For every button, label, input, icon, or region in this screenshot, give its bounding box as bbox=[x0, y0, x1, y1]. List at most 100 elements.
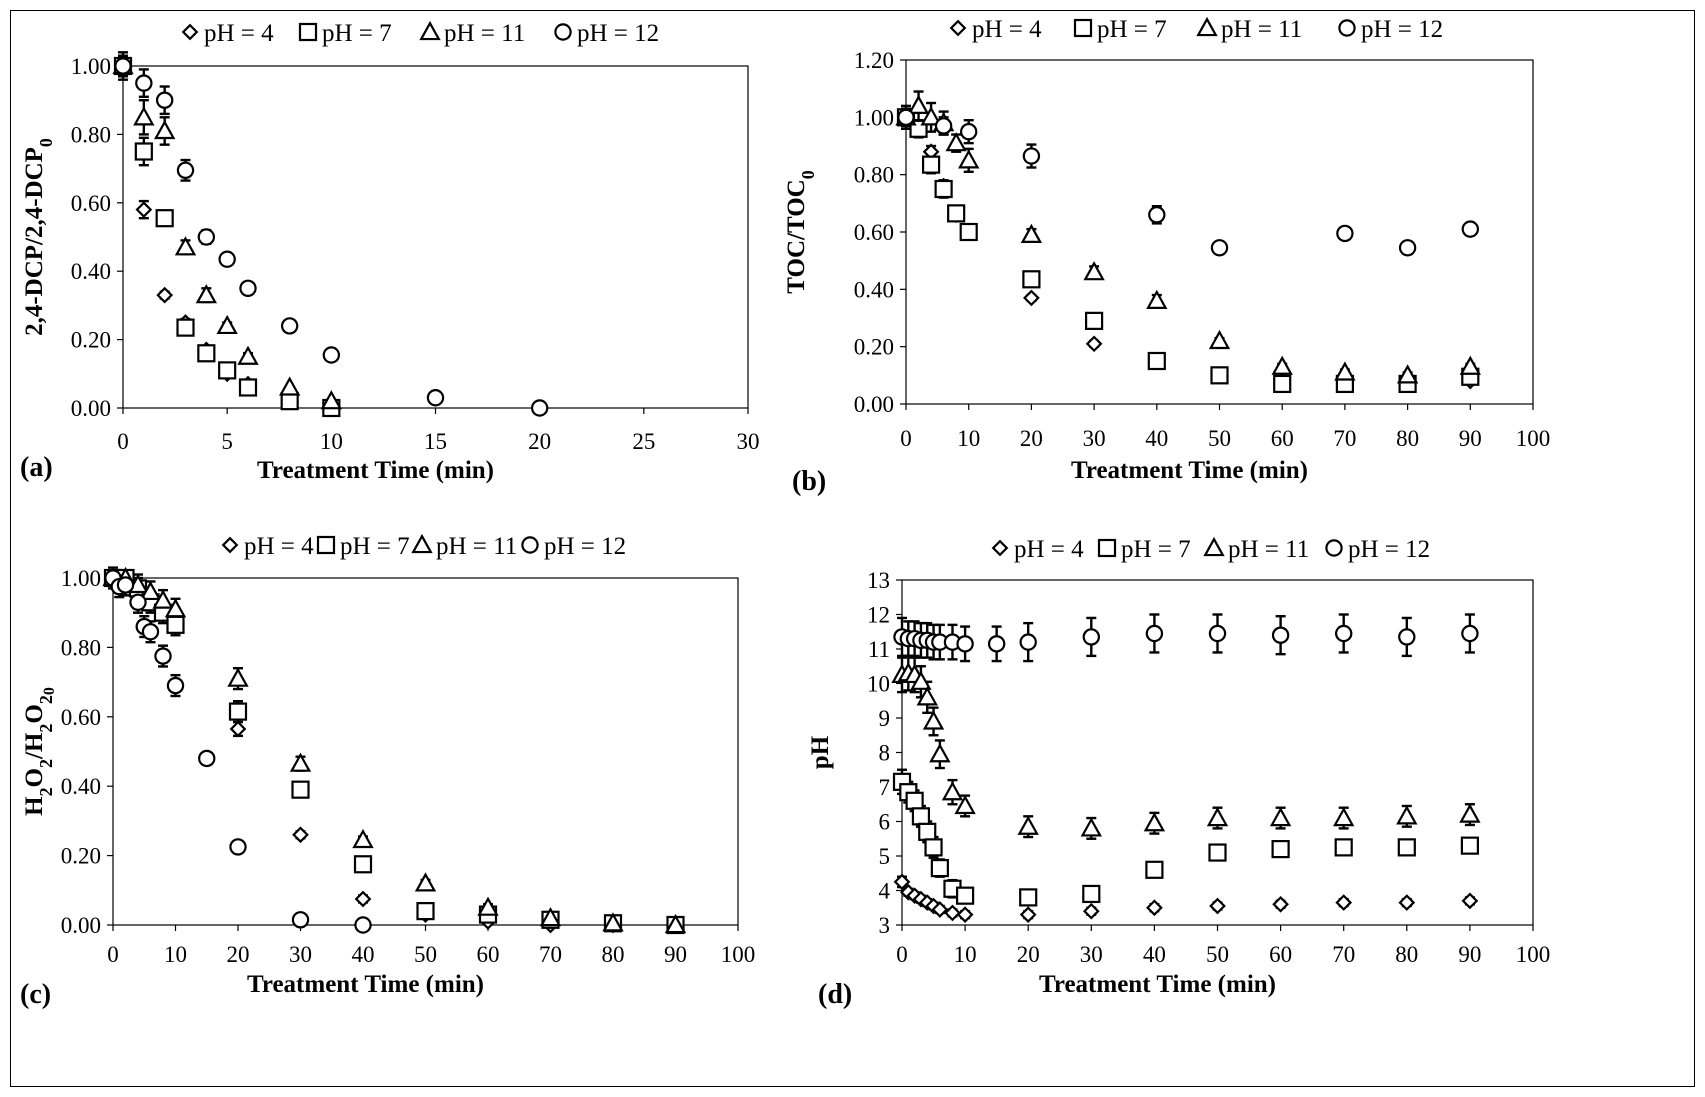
x-tick-label: 0 bbox=[107, 942, 119, 967]
plot-area bbox=[122, 65, 749, 409]
data-point-square bbox=[1334, 838, 1353, 857]
data-point-triangle bbox=[352, 828, 374, 849]
data-point-triangle bbox=[1146, 289, 1168, 309]
x-tick-label: 70 bbox=[539, 942, 562, 967]
data-point-circle bbox=[198, 749, 216, 768]
data-point-circle bbox=[129, 593, 147, 611]
data-point-circle bbox=[354, 916, 372, 934]
data-point-circle bbox=[1271, 626, 1290, 644]
legend-label: pH = 7 bbox=[1121, 536, 1191, 563]
data-point-square bbox=[1210, 366, 1229, 385]
data-point-circle bbox=[291, 911, 310, 929]
x-tick-label: 30 bbox=[1080, 942, 1103, 967]
legend-marker-square bbox=[1073, 18, 1093, 38]
data-point-circle bbox=[280, 317, 299, 335]
legend-marker-triangle bbox=[419, 20, 441, 41]
x-tick-label: 20 bbox=[227, 942, 250, 967]
figure-frame bbox=[10, 10, 1695, 1087]
data-point-circle bbox=[897, 108, 915, 127]
data-point-triangle bbox=[664, 913, 687, 934]
data-point-square bbox=[197, 344, 216, 363]
data-point-square bbox=[921, 155, 941, 174]
data-point-triangle bbox=[133, 106, 155, 126]
data-point-square bbox=[155, 209, 174, 228]
x-tick-label: 20 bbox=[1020, 426, 1043, 451]
data-point-circle bbox=[1208, 624, 1227, 643]
data-point-triangle bbox=[1334, 361, 1356, 381]
data-point-triangle bbox=[1020, 223, 1043, 244]
data-point-diamond bbox=[1461, 892, 1479, 910]
x-tick-label: 30 bbox=[289, 942, 312, 967]
legend-marker-circle bbox=[1338, 19, 1356, 37]
y-tick-label: 3 bbox=[879, 913, 891, 938]
data-point-circle bbox=[154, 647, 172, 665]
data-point-circle bbox=[1461, 220, 1480, 238]
data-point-circle bbox=[322, 346, 341, 364]
data-point-square bbox=[1082, 884, 1101, 904]
data-point-square bbox=[930, 858, 949, 878]
data-point-triangle bbox=[195, 284, 218, 304]
data-point-triangle bbox=[174, 236, 197, 256]
data-point-triangle bbox=[945, 132, 967, 152]
y-tick-label: 0.60 bbox=[854, 220, 894, 245]
legend-label: pH = 12 bbox=[1361, 16, 1443, 43]
x-tick-label: 30 bbox=[737, 429, 760, 454]
data-point-circle bbox=[1145, 624, 1164, 643]
data-point-triangle bbox=[320, 390, 343, 410]
x-tick-label: 70 bbox=[1332, 942, 1355, 967]
y-tick-label: 0.80 bbox=[61, 635, 101, 660]
data-point-circle bbox=[155, 91, 174, 109]
data-point-triangle bbox=[1208, 329, 1231, 350]
y-tick-label: 1.20 bbox=[854, 48, 894, 73]
legend-label: pH = 4 bbox=[1014, 536, 1084, 563]
data-point-diamond bbox=[1019, 906, 1037, 924]
y-tick-label: 8 bbox=[879, 741, 891, 766]
y-tick-label: 0.20 bbox=[71, 328, 111, 353]
y-tick-label: 0.80 bbox=[71, 122, 111, 147]
y-tick-label: 0.20 bbox=[61, 844, 101, 869]
y-tick-label: 0.00 bbox=[854, 392, 894, 417]
y-tick-label: 1.00 bbox=[71, 54, 111, 79]
y-tick-label: 0.20 bbox=[854, 335, 894, 360]
data-point-triangle bbox=[164, 598, 187, 618]
data-point-circle bbox=[176, 161, 195, 180]
x-tick-label: 50 bbox=[1206, 942, 1229, 967]
data-point-circle bbox=[166, 676, 185, 695]
data-point-square bbox=[918, 822, 937, 841]
x-tick-label: 70 bbox=[1333, 426, 1356, 451]
y-tick-label: 12 bbox=[867, 603, 890, 628]
data-point-triangle bbox=[1143, 812, 1166, 832]
data-point-square bbox=[1273, 374, 1292, 394]
x-tick-label: 0 bbox=[900, 426, 912, 451]
data-point-square bbox=[955, 886, 975, 905]
x-tick-label: 0 bbox=[117, 429, 129, 454]
data-point-square bbox=[134, 142, 153, 161]
data-point-square bbox=[1022, 270, 1041, 289]
legend-marker-diamond bbox=[181, 23, 199, 41]
data-point-circle bbox=[987, 635, 1006, 653]
data-point-square bbox=[947, 204, 966, 223]
data-point-diamond bbox=[893, 873, 911, 891]
x-tick-label: 10 bbox=[957, 426, 980, 451]
x-tick-label: 10 bbox=[320, 429, 343, 454]
legend-marker-circle bbox=[521, 536, 539, 554]
y-tick-label: 0.80 bbox=[854, 163, 894, 188]
data-point-triangle bbox=[1083, 261, 1105, 281]
data-point-circle bbox=[960, 122, 978, 141]
data-point-square bbox=[1084, 311, 1104, 330]
legend-marker-square bbox=[298, 22, 318, 42]
y-tick-label: 11 bbox=[868, 637, 890, 662]
panel-label: (d) bbox=[818, 979, 852, 1010]
data-point-triangle bbox=[1080, 817, 1102, 837]
legend-label: pH = 12 bbox=[1348, 536, 1430, 563]
legend-marker-triangle bbox=[1203, 536, 1225, 557]
x-tick-label: 40 bbox=[352, 942, 375, 967]
data-point-triangle bbox=[289, 752, 312, 772]
data-point-diamond bbox=[354, 890, 372, 908]
data-point-triangle bbox=[920, 106, 942, 126]
legend-label: pH = 11 bbox=[444, 20, 525, 47]
chart-panel-c: 0 10 20 30 40 50 60 70 80 90 100 0.00 0.20 0.40 0.60 0.… bbox=[20, 533, 755, 1010]
data-point-triangle bbox=[602, 912, 624, 932]
chart-panel-a: 0 5 10 15 20 25 30 0.00 0.20 0.40 0.60 0.80 1.00 Trea… bbox=[20, 20, 760, 484]
data-point-square bbox=[238, 378, 258, 397]
